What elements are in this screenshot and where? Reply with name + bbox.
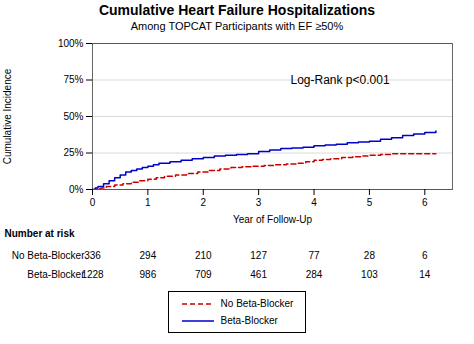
svg-text:Year of Follow-Up: Year of Follow-Up <box>233 214 313 225</box>
svg-text:5: 5 <box>367 197 373 208</box>
html-text:No Beta-Blocker: No Beta-Blocker <box>220 298 294 309</box>
svg-text:Beta-Blocker: Beta-Blocker <box>27 269 85 280</box>
svg-text:6: 6 <box>422 197 428 208</box>
svg-text:50%: 50% <box>63 111 83 122</box>
svg-text:0: 0 <box>90 197 96 208</box>
svg-text:6: 6 <box>422 250 428 261</box>
svg-text:986: 986 <box>140 269 157 280</box>
html-text:Beta-Blocker: Beta-Blocker <box>220 315 278 326</box>
svg-text:25%: 25% <box>63 147 83 158</box>
svg-text:Number at risk: Number at risk <box>5 228 75 239</box>
svg-text:103: 103 <box>361 269 378 280</box>
svg-text:284: 284 <box>306 269 323 280</box>
svg-text:127: 127 <box>250 250 267 261</box>
svg-text:0%: 0% <box>69 184 84 195</box>
svg-text:100%: 100% <box>58 38 84 49</box>
svg-text:1228: 1228 <box>81 269 104 280</box>
svg-text:Log-Rank p<0.001: Log-Rank p<0.001 <box>291 73 390 87</box>
svg-text:77: 77 <box>308 250 320 261</box>
svg-text:Cumulative Incidence: Cumulative Incidence <box>2 68 13 164</box>
html-text:Cumulative Heart Failure Hospi: Cumulative Heart Failure Hospitalization… <box>98 2 376 18</box>
svg-text:336: 336 <box>84 250 101 261</box>
html-text:Among TOPCAT Participants with: Among TOPCAT Participants with EF ≥50% <box>130 20 344 32</box>
svg-text:3: 3 <box>256 197 262 208</box>
svg-text:14: 14 <box>419 269 431 280</box>
svg-text:4: 4 <box>311 197 317 208</box>
svg-text:28: 28 <box>364 250 376 261</box>
svg-text:75%: 75% <box>63 74 83 85</box>
svg-text:No Beta-Blocker: No Beta-Blocker <box>12 250 85 261</box>
svg-text:1: 1 <box>145 197 151 208</box>
svg-text:709: 709 <box>195 269 212 280</box>
svg-text:2: 2 <box>200 197 206 208</box>
svg-text:210: 210 <box>195 250 212 261</box>
svg-text:294: 294 <box>140 250 157 261</box>
svg-text:461: 461 <box>250 269 267 280</box>
